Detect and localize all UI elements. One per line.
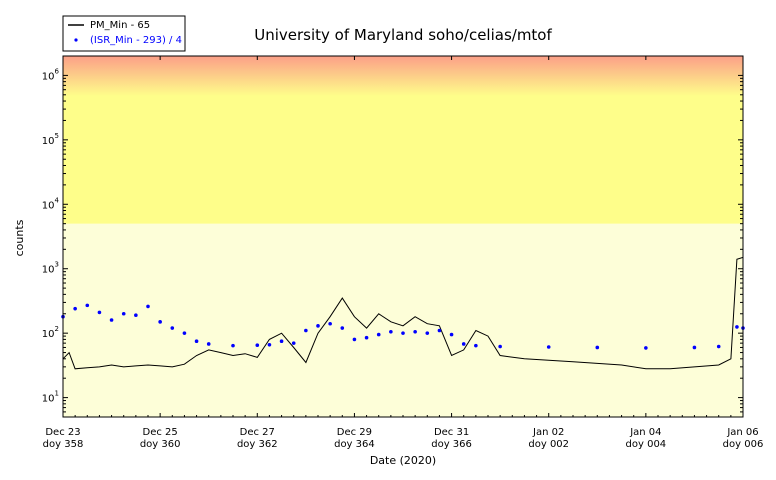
series-1-point-38 bbox=[716, 344, 721, 349]
series-1-point-29 bbox=[437, 328, 442, 333]
series-1-point-2 bbox=[85, 303, 90, 308]
x-tick-sublabel-3: doy 364 bbox=[334, 439, 375, 450]
x-tick-label-6: Jan 04 bbox=[629, 427, 661, 438]
x-tick-label-5: Jan 02 bbox=[532, 427, 564, 438]
x-tick-label-4: Dec 31 bbox=[434, 427, 469, 438]
x-tick-sublabel-4: doy 366 bbox=[431, 439, 472, 450]
series-1-point-37 bbox=[692, 345, 697, 350]
legend-label-0: PM_Min - 65 bbox=[90, 20, 150, 31]
y-axis-label: counts bbox=[13, 219, 26, 256]
series-1-point-25 bbox=[389, 329, 393, 334]
series-1-point-12 bbox=[206, 342, 211, 346]
series-1-point-9 bbox=[170, 326, 175, 330]
y-tick-label-5: 106 bbox=[42, 67, 60, 82]
x-tick-sublabel-1: doy 360 bbox=[140, 439, 181, 450]
series-1-point-22 bbox=[352, 337, 357, 342]
band-1-gradient bbox=[63, 56, 743, 96]
series-1-point-3 bbox=[97, 310, 102, 315]
series-1-point-14 bbox=[255, 343, 260, 348]
series-line-0 bbox=[62, 256, 744, 370]
x-tick-label-2: Dec 27 bbox=[240, 427, 275, 438]
series-1-point-7 bbox=[146, 304, 150, 309]
y-tick-label-4: 105 bbox=[42, 132, 59, 147]
data-series bbox=[61, 256, 745, 370]
y-tick-label-3: 104 bbox=[42, 196, 60, 211]
series-1-point-23 bbox=[364, 335, 369, 340]
legend-box bbox=[62, 15, 186, 52]
series-1-point-13 bbox=[231, 343, 235, 348]
series-1-point-35 bbox=[595, 345, 600, 350]
series-1-point-24 bbox=[376, 332, 381, 337]
x-tick-sublabel-6: doy 004 bbox=[626, 439, 667, 450]
series-1-point-27 bbox=[413, 329, 417, 334]
y-axis: 101 102 103 104 105 106 bbox=[42, 55, 743, 418]
series-1-point-39 bbox=[735, 325, 739, 329]
series-1-point-36 bbox=[644, 346, 648, 350]
x-tick-sublabel-0: doy 358 bbox=[43, 439, 84, 450]
background-bands bbox=[63, 56, 743, 417]
x-tick-sublabel-7: doy 006 bbox=[723, 439, 764, 450]
series-1-point-33 bbox=[498, 344, 502, 349]
series-1-point-21 bbox=[340, 326, 345, 330]
legend: PM_Min - 65 (ISR_Min - 293) / 4 bbox=[62, 15, 186, 52]
legend-label-1: (ISR_Min - 293) / 4 bbox=[90, 35, 182, 46]
chart-title: University of Maryland soho/celias/mtof bbox=[254, 26, 552, 44]
series-1-point-5 bbox=[121, 311, 126, 316]
x-tick-label-3: Dec 29 bbox=[337, 427, 372, 438]
x-tick-sublabel-5: doy 002 bbox=[528, 439, 569, 450]
series-1-point-19 bbox=[316, 324, 320, 328]
y-tick-label-1: 102 bbox=[42, 325, 59, 340]
x-tick-label-1: Dec 25 bbox=[143, 427, 178, 438]
y-tick-label-2: 103 bbox=[42, 261, 59, 276]
series-1-point-16 bbox=[279, 339, 284, 344]
series-1-point-31 bbox=[461, 342, 466, 346]
x-tick-label-0: Dec 23 bbox=[45, 427, 80, 438]
series-1-point-28 bbox=[425, 331, 430, 335]
series-1-point-11 bbox=[194, 339, 199, 344]
series-1-point-30 bbox=[449, 332, 454, 337]
series-1-point-34 bbox=[546, 345, 551, 349]
series-1-point-8 bbox=[158, 320, 162, 324]
series-1-point-6 bbox=[134, 313, 138, 317]
band-0 bbox=[63, 223, 743, 417]
series-1-point-10 bbox=[182, 331, 187, 335]
series-1-point-4 bbox=[109, 318, 114, 322]
series-1-point-20 bbox=[328, 321, 332, 326]
x-tick-sublabel-2: doy 362 bbox=[237, 439, 278, 450]
series-1-point-26 bbox=[401, 331, 405, 335]
x-axis-label: Date (2020) bbox=[370, 454, 436, 467]
series-1-point-15 bbox=[267, 342, 272, 347]
y-tick-label-0: 101 bbox=[42, 390, 59, 405]
series-1-point-17 bbox=[291, 341, 296, 345]
series-1-point-18 bbox=[304, 328, 308, 333]
legend-swatch-1 bbox=[74, 38, 78, 42]
x-tick-label-7: Jan 06 bbox=[726, 427, 758, 438]
series-1-point-1 bbox=[73, 306, 77, 311]
series-1-point-32 bbox=[474, 343, 478, 348]
